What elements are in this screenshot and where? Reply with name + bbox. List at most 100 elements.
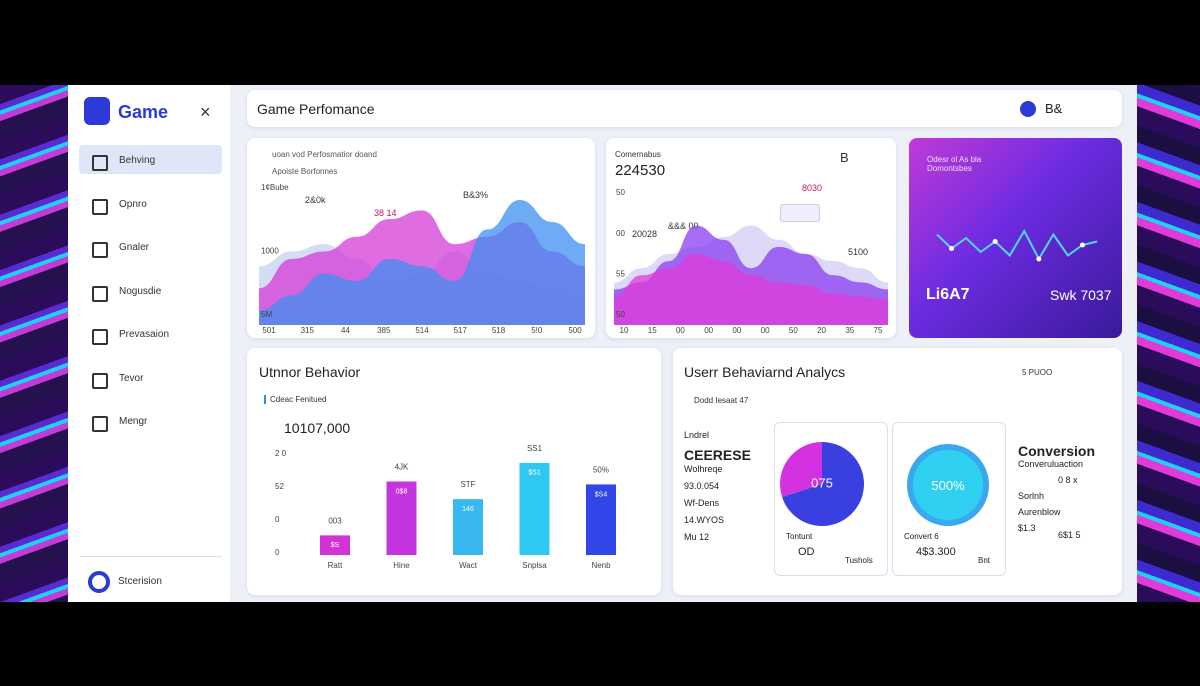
right-text: 6$1 5	[1058, 530, 1081, 540]
header	[247, 90, 1122, 127]
x-label: 50	[789, 326, 798, 335]
performance-peak: B&3%	[463, 190, 489, 200]
logo	[84, 97, 110, 125]
conversions-tooltip	[780, 204, 820, 222]
right-text: Conversion	[1018, 443, 1096, 459]
conversions-tool[interactable]: B	[840, 150, 849, 165]
x-label: 517	[454, 326, 468, 335]
under-text: 4$3.300	[916, 546, 956, 558]
right-text: Converuluaction	[1018, 459, 1084, 469]
close-button[interactable]: ×	[200, 102, 211, 122]
header-title: Game Perfomance	[257, 101, 375, 117]
y-label: 0	[275, 515, 280, 524]
under-text: Tontunt	[786, 532, 813, 541]
menu-item[interactable]: Nogusdie	[119, 285, 162, 297]
bar-inner-label: $S	[331, 542, 340, 549]
category-label: Nenb	[591, 561, 611, 570]
point	[1036, 256, 1042, 262]
behavior-title: Utnnor Behavior	[259, 364, 361, 380]
x-label: 385	[377, 326, 391, 335]
right-text: $1.3	[1018, 523, 1036, 533]
menu-item[interactable]: Opnro	[119, 198, 147, 210]
conversions-point: 5100	[848, 247, 869, 257]
ring-card	[892, 422, 1006, 576]
right-text: Aurenblow	[1018, 507, 1061, 517]
category-label: Hine	[393, 561, 410, 570]
x-label: 00	[732, 326, 741, 335]
left-text: Mu 12	[684, 532, 710, 542]
highlight-title: Odesr ol As bla Domontsbes	[927, 155, 982, 173]
analytics-title: Userr Behaviarnd Analycs	[684, 364, 846, 380]
conversions-note: 20028	[632, 229, 658, 239]
x-label: 501	[262, 326, 276, 335]
ring	[907, 444, 989, 526]
y-label: 5M	[261, 310, 272, 319]
conversions-chart: 50 00 55 50 10 15 00 00 00 00 50 20 35 75	[614, 188, 888, 335]
header-avatar[interactable]	[1020, 101, 1036, 117]
menu-icon	[92, 329, 108, 345]
under-text: OD	[798, 546, 815, 558]
x-label: 315	[301, 326, 315, 335]
y-label: 50	[616, 188, 625, 197]
x-label: 500	[568, 326, 582, 335]
bg-right	[1137, 85, 1200, 602]
footer-item[interactable]: Stcerision	[118, 576, 162, 587]
x-label: 00	[704, 326, 713, 335]
menu-item[interactable]: Gnaler	[119, 242, 150, 253]
x-label: 10	[620, 326, 629, 335]
y-label: 1000	[261, 247, 279, 256]
bar	[519, 462, 550, 555]
performance-badge: 2&0k	[305, 195, 326, 205]
donut-slice	[780, 442, 822, 497]
behavior-subtitle: Cdeac Fenitued	[264, 395, 326, 404]
bar-top-label: 003	[328, 517, 342, 526]
under-text: Convert 6	[904, 532, 939, 541]
right-text: 0 8 x	[1058, 475, 1078, 485]
y-label: 2 0	[275, 449, 287, 458]
bar	[586, 484, 616, 555]
header-icon[interactable]: B&	[1045, 101, 1063, 116]
area	[259, 200, 585, 325]
donut-chart: 075	[780, 442, 864, 526]
performance-title: uoan vod Perfosmatior doand	[272, 150, 377, 159]
footer-icon	[88, 571, 110, 593]
bar	[386, 481, 417, 555]
category-label: Ratt	[328, 561, 343, 570]
highlight-right: Swk 7037	[1050, 287, 1112, 303]
area	[614, 254, 888, 325]
donut-slice	[782, 442, 864, 526]
line	[936, 228, 1098, 262]
menu-icon	[92, 198, 108, 215]
conversions-title: Comernabus	[615, 150, 661, 159]
menu-item[interactable]: Behving	[119, 155, 156, 166]
bg-left	[0, 85, 68, 602]
behavior-chart: 2 0 52 0 0 $S 003 Ratt 0$8 4JK Hine 146 STF Wact $S1 S…	[275, 444, 616, 570]
menu-icon	[92, 285, 108, 302]
x-label: 75	[874, 326, 883, 335]
under-text: Tushols	[845, 556, 873, 565]
donut-card	[774, 422, 888, 576]
y-label: 1¢Bube	[261, 183, 289, 192]
menu-icon	[92, 372, 108, 389]
sidebar-divider	[80, 556, 222, 557]
y-label: 00	[616, 229, 625, 238]
category-label: Wact	[459, 561, 478, 570]
y-label: 52	[275, 482, 284, 491]
highlight-left: Li6A7	[926, 286, 970, 303]
performance-chart: 1¢Bube 1000 5M 501 315 44 385 514 517 518 5!0 500	[259, 183, 585, 335]
y-label: 0	[275, 548, 280, 557]
brand: Game	[118, 102, 169, 122]
menu-item[interactable]: Tevor	[119, 372, 144, 384]
menu-icon	[92, 242, 108, 258]
menu-item[interactable]: Mengr	[119, 416, 148, 427]
ring-center: 500%	[931, 478, 965, 493]
under-text: Bnt	[978, 556, 991, 565]
left-text: 93.0.054	[684, 481, 720, 491]
bar	[453, 499, 483, 555]
behavior-total: 10107,000	[284, 420, 351, 436]
bar-top-label: STF	[460, 480, 475, 489]
bar-inner-label: 146	[462, 506, 474, 513]
analytics-nav[interactable]: 5 PUOO	[1022, 368, 1053, 377]
x-label: 00	[676, 326, 685, 335]
menu-item[interactable]: Prevasaion	[119, 329, 170, 340]
